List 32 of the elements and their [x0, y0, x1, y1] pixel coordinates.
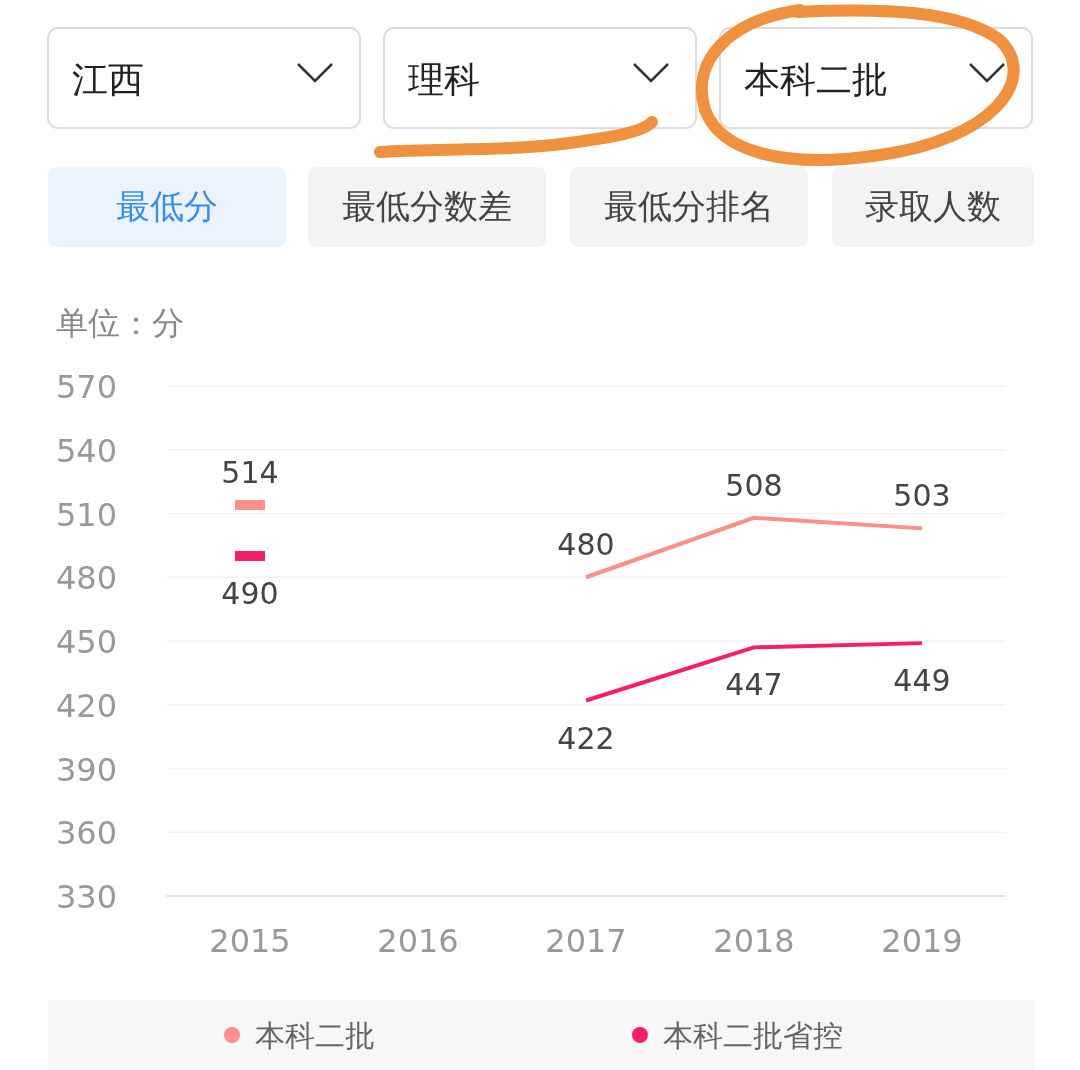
text: 本科二批	[744, 59, 888, 100]
data-label: 447	[725, 667, 783, 703]
y-tick-label: 390	[56, 750, 118, 789]
data-label: 508	[725, 467, 783, 503]
x-tick-label: 2015	[209, 922, 291, 960]
x-tick-label: 2018	[713, 922, 795, 960]
data-label: 514	[221, 455, 279, 490]
x-tick-label: 2019	[881, 922, 963, 960]
legend-label: 本科二批	[255, 1018, 375, 1053]
x-tick-label: 2017	[545, 922, 627, 960]
y-axis-title: 单位：分	[56, 304, 184, 342]
data-label: 490	[221, 576, 279, 611]
y-tick-label: 330	[56, 878, 118, 916]
data-label: 449	[893, 663, 951, 699]
y-tick-label: 570	[56, 368, 118, 406]
text: 最低分数差	[342, 186, 512, 226]
text: 录取人数	[865, 186, 1001, 226]
x-tick-label: 2016	[377, 922, 459, 960]
data-label: 503	[893, 478, 951, 514]
text: 最低分排名	[604, 186, 774, 226]
text: 最低分	[116, 186, 218, 226]
y-tick-label: 510	[56, 495, 118, 534]
data-label: 422	[557, 720, 615, 756]
y-tick-label: 540	[56, 431, 118, 470]
text: 理科	[408, 59, 480, 100]
y-tick-label: 420	[56, 686, 118, 725]
y-tick-label: 360	[56, 814, 118, 853]
text: 江西	[72, 59, 144, 100]
data-label: 480	[557, 527, 615, 563]
y-tick-label: 450	[56, 623, 118, 661]
y-tick-label: 480	[56, 559, 118, 598]
legend-label: 本科二批省控	[663, 1018, 843, 1053]
